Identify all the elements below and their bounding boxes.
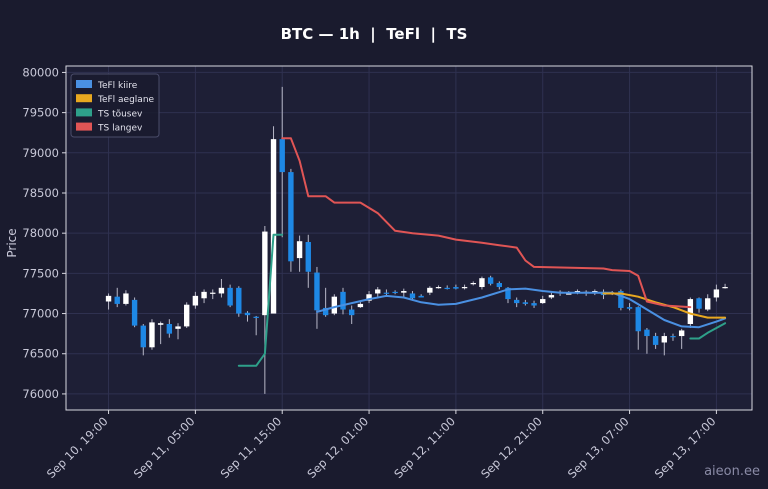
y-tick-label: 78500	[22, 186, 59, 200]
candle-body	[479, 278, 485, 288]
legend-box	[70, 73, 160, 138]
candle-body	[123, 293, 129, 304]
chart-title: BTC — 1h | TeFl | TS	[281, 25, 468, 44]
y-axis-label: Price	[5, 228, 19, 257]
y-tick-label: 77000	[22, 307, 59, 321]
candle-body	[131, 299, 138, 326]
candle-body	[288, 172, 294, 262]
candle-body	[184, 304, 190, 327]
candle-body	[696, 298, 702, 309]
candle-body	[314, 272, 320, 311]
candle-body	[114, 296, 120, 304]
candle-body	[227, 287, 233, 306]
y-tick-label: 80000	[22, 65, 59, 79]
candle-body	[322, 307, 329, 316]
candle-body	[218, 287, 225, 294]
candle-body	[210, 292, 216, 294]
legend-swatch	[76, 80, 92, 88]
series-line-ts-t-usev	[237, 233, 284, 367]
legend-label: TeFl aeglane	[97, 95, 155, 105]
legend-swatch	[76, 108, 92, 117]
y-tick-label: 78000	[22, 226, 59, 240]
candle-body	[409, 293, 416, 299]
candle-body	[470, 283, 476, 285]
candle-body	[105, 295, 112, 302]
candle-body	[340, 291, 346, 310]
candle-body	[244, 312, 251, 316]
y-tick-label: 79000	[22, 146, 59, 160]
candle-body	[722, 287, 728, 289]
candle-body	[418, 295, 424, 298]
candle-body	[279, 139, 285, 173]
candle-body	[270, 139, 277, 314]
candle-body	[366, 294, 372, 301]
candle-body	[305, 242, 311, 272]
candle-body	[149, 322, 155, 348]
candle-body	[505, 287, 511, 300]
candle-body	[175, 326, 181, 329]
candle-body	[531, 303, 537, 306]
candle-body	[618, 291, 624, 308]
candle-body	[496, 283, 503, 288]
candle-body	[566, 293, 572, 295]
y-tick-label: 79500	[22, 106, 59, 120]
candle-body	[661, 336, 667, 343]
candle-body	[348, 309, 355, 316]
legend-label: TS tõusev	[97, 109, 143, 119]
candle-body	[140, 325, 146, 348]
plot-frame	[65, 65, 753, 411]
candle-body	[166, 324, 173, 334]
candle-body	[513, 299, 520, 304]
candle-body	[644, 329, 650, 337]
candle-body	[487, 277, 494, 284]
candle-body	[383, 292, 390, 294]
candle-body	[401, 291, 407, 293]
candle-body	[461, 287, 468, 289]
series-line-tefl-kiire	[316, 287, 727, 329]
series-line-ts-langev	[281, 137, 692, 309]
legend: TeFl kiire TeFl aeglane TS tõusev TS langev	[70, 73, 160, 138]
candle-body	[192, 295, 199, 306]
candle-body	[626, 307, 633, 309]
candle-body	[262, 231, 268, 316]
legend-label: TeFl kiire	[97, 81, 138, 91]
candle-body	[540, 299, 546, 304]
legend-swatch	[76, 122, 92, 131]
candle-body	[635, 307, 641, 332]
candle-body	[392, 291, 398, 294]
legend-swatch	[76, 94, 92, 103]
candle-body	[522, 302, 529, 304]
candle-body	[375, 289, 381, 294]
candle-body	[687, 299, 694, 324]
candle-body	[678, 330, 685, 337]
candle-body	[670, 336, 676, 338]
candle-body	[713, 289, 720, 298]
y-tick-label: 76000	[22, 387, 59, 401]
candle-body	[236, 287, 242, 314]
candle-body	[357, 303, 364, 308]
candle-body	[652, 336, 659, 345]
candle-body	[296, 241, 303, 259]
candle-body	[253, 316, 259, 318]
legend-label: TS langev	[97, 124, 143, 134]
watermark: aieon.ee	[704, 464, 760, 479]
series-line-ts-t-usev	[689, 322, 727, 340]
candle-body	[331, 296, 338, 314]
candle-body	[201, 291, 207, 299]
candle-body	[435, 287, 442, 289]
candle-body	[453, 287, 459, 289]
plot-background	[66, 66, 752, 410]
y-tick-label: 76500	[22, 347, 59, 361]
candle-body	[574, 291, 581, 293]
candle-body	[427, 287, 433, 293]
candle-body	[705, 298, 711, 310]
y-tick-label: 77500	[22, 266, 59, 280]
candle-body	[444, 287, 450, 290]
candle-body	[548, 295, 555, 298]
candle-body	[157, 323, 164, 325]
